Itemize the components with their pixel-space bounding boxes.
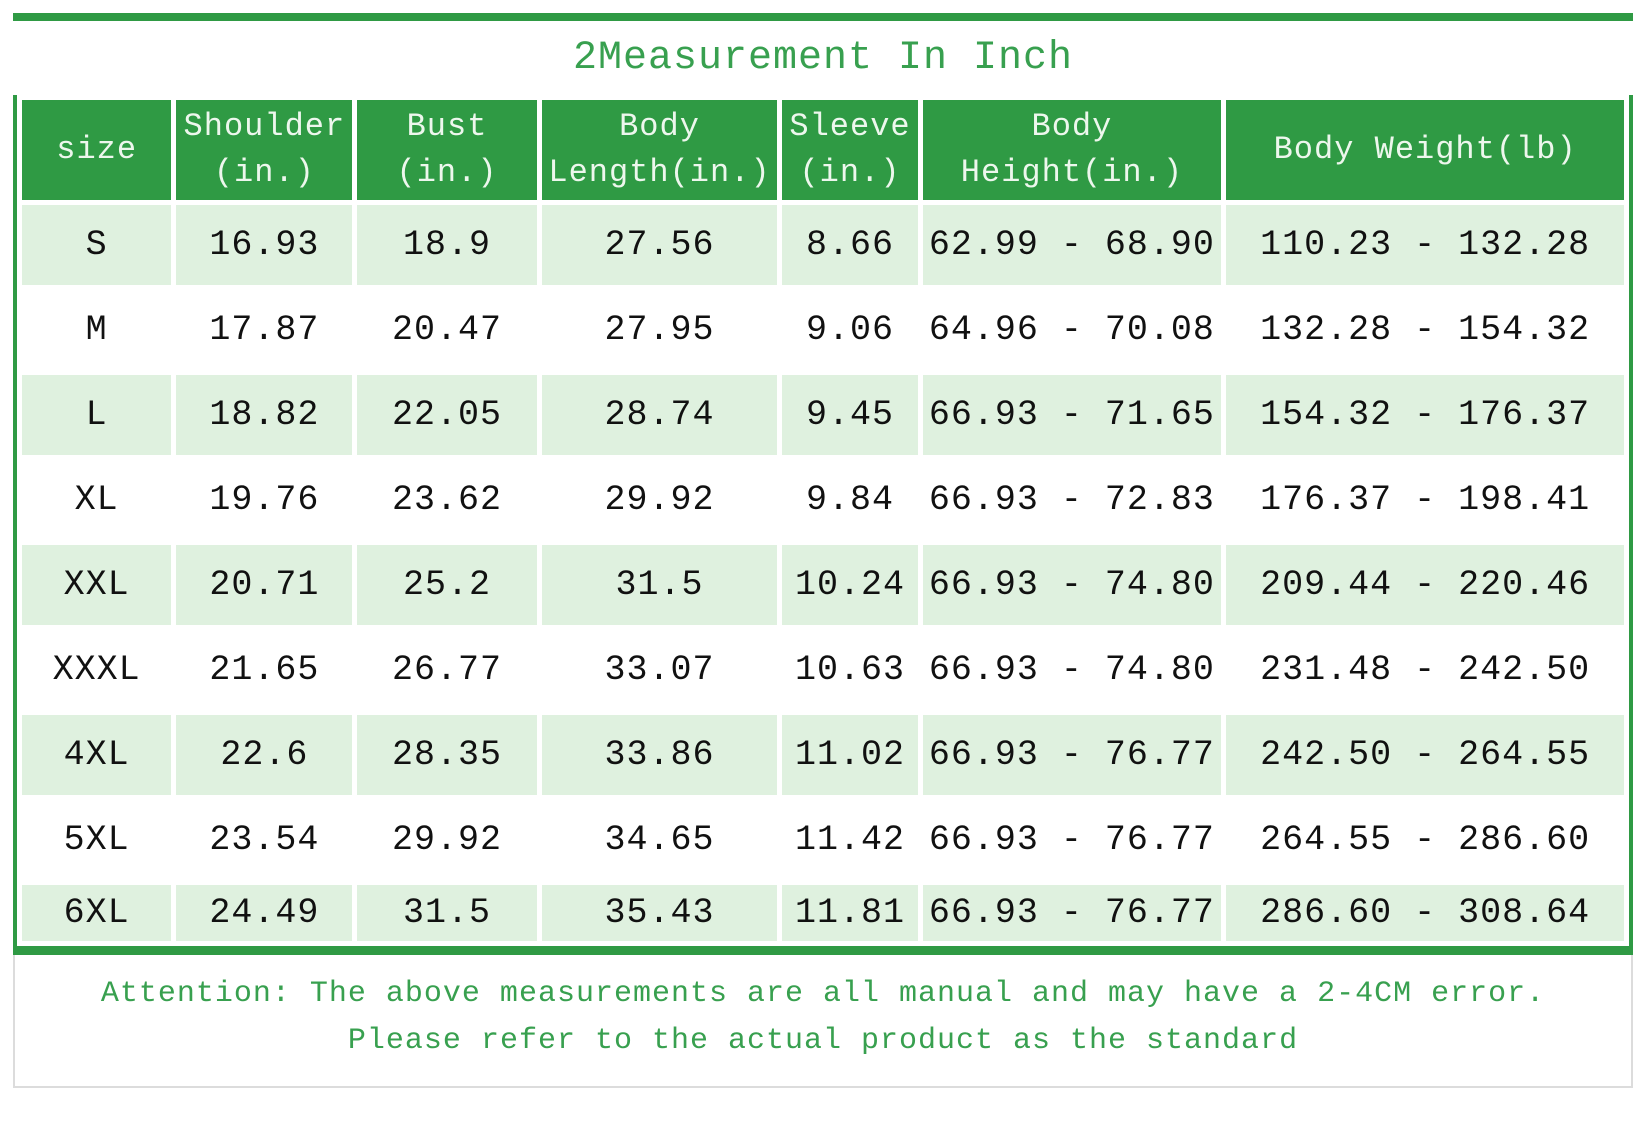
size-row-s: S 16.93 18.9 27.56 8.66 62.99 - 68.90 110.23 -…	[22, 205, 1624, 285]
size-row-5xl: 5XL 23.54 29.92 34.65 11.42 66.93 - 76.77 264.…	[22, 800, 1624, 880]
measurement-cell: 176.37 - 198.41	[1226, 460, 1624, 540]
size-label: 6XL	[22, 885, 172, 941]
size-row-m: M 17.87 20.47 27.95 9.06 64.96 - 70.08 132.28 …	[22, 290, 1624, 370]
measurement-cell: 20.47	[357, 290, 537, 370]
measurement-cell: 132.28 - 154.32	[1226, 290, 1624, 370]
size-row-6xl: 6XL 24.49 31.5 35.43 11.81 66.93 - 76.77 286.6…	[22, 885, 1624, 941]
size-label: XL	[22, 460, 172, 540]
size-label: L	[22, 375, 172, 455]
measurement-cell: 28.35	[357, 715, 537, 795]
measurement-cell: 34.65	[541, 800, 778, 880]
measurement-cell: 16.93	[176, 205, 353, 285]
table-header-row: size Shoulder (in.) Bust (in.) Body Length(in.…	[22, 100, 1624, 200]
measurement-cell: 25.2	[357, 545, 537, 625]
measurement-cell: 22.05	[357, 375, 537, 455]
measurement-cell: 23.54	[176, 800, 353, 880]
measurement-cell: 19.76	[176, 460, 353, 540]
measurement-cell: 11.42	[782, 800, 918, 880]
measurement-cell: 66.93 - 74.80	[922, 630, 1222, 710]
size-label: XXL	[22, 545, 172, 625]
measurement-cell: 264.55 - 286.60	[1226, 800, 1624, 880]
measurement-cell: 21.65	[176, 630, 353, 710]
measurement-cell: 28.74	[541, 375, 778, 455]
size-label: XXXL	[22, 630, 172, 710]
column-header-bust: Bust (in.)	[357, 100, 537, 200]
column-header-body-length: Body Length(in.)	[541, 100, 778, 200]
column-header-shoulder: Shoulder (in.)	[176, 100, 353, 200]
size-row-xxl: XXL 20.71 25.2 31.5 10.24 66.93 - 74.80 209.44…	[22, 545, 1624, 625]
measurement-cell: 24.49	[176, 885, 353, 941]
size-table-container: size Shoulder (in.) Bust (in.) Body Length(in.…	[13, 95, 1633, 955]
measurement-cell: 29.92	[357, 800, 537, 880]
measurement-cell: 11.02	[782, 715, 918, 795]
measurement-cell: 66.93 - 71.65	[922, 375, 1222, 455]
attention-note: Attention: The above measurements are al…	[13, 955, 1633, 1088]
measurement-cell: 66.93 - 76.77	[922, 715, 1222, 795]
measurement-cell: 10.63	[782, 630, 918, 710]
size-row-l: L 18.82 22.05 28.74 9.45 66.93 - 71.65 154.32 …	[22, 375, 1624, 455]
top-border-bar	[13, 13, 1633, 21]
measurement-cell: 9.06	[782, 290, 918, 370]
size-table: size Shoulder (in.) Bust (in.) Body Length(in.…	[17, 95, 1629, 946]
measurement-cell: 17.87	[176, 290, 353, 370]
column-header-size: size	[22, 100, 172, 200]
measurement-cell: 66.93 - 74.80	[922, 545, 1222, 625]
size-label: 4XL	[22, 715, 172, 795]
measurement-cell: 27.56	[541, 205, 778, 285]
measurement-cell: 18.9	[357, 205, 537, 285]
size-row-xxxl: XXXL 21.65 26.77 33.07 10.63 66.93 - 74.80 231…	[22, 630, 1624, 710]
chart-title: 2Measurement In Inch	[572, 35, 1074, 81]
measurement-cell: 66.93 - 72.83	[922, 460, 1222, 540]
measurement-cell: 231.48 - 242.50	[1226, 630, 1624, 710]
measurement-cell: 27.95	[541, 290, 778, 370]
measurement-cell: 33.07	[541, 630, 778, 710]
column-header-body-weight: Body Weight(lb)	[1226, 100, 1624, 200]
column-header-body-height: Body Height(in.)	[922, 100, 1222, 200]
measurement-cell: 66.93 - 76.77	[922, 885, 1222, 941]
size-label: 5XL	[22, 800, 172, 880]
measurement-cell: 23.62	[357, 460, 537, 540]
measurement-cell: 9.84	[782, 460, 918, 540]
measurement-cell: 33.86	[541, 715, 778, 795]
measurement-cell: 18.82	[176, 375, 353, 455]
measurement-cell: 286.60 - 308.64	[1226, 885, 1624, 941]
measurement-cell: 29.92	[541, 460, 778, 540]
size-row-4xl: 4XL 22.6 28.35 33.86 11.02 66.93 - 76.77 242.5…	[22, 715, 1624, 795]
measurement-cell: 64.96 - 70.08	[922, 290, 1222, 370]
measurement-cell: 154.32 - 176.37	[1226, 375, 1624, 455]
measurement-cell: 8.66	[782, 205, 918, 285]
size-label: S	[22, 205, 172, 285]
measurement-cell: 242.50 - 264.55	[1226, 715, 1624, 795]
measurement-cell: 62.99 - 68.90	[922, 205, 1222, 285]
measurement-cell: 26.77	[357, 630, 537, 710]
measurement-cell: 35.43	[541, 885, 778, 941]
measurement-cell: 209.44 - 220.46	[1226, 545, 1624, 625]
column-header-sleeve: Sleeve (in.)	[782, 100, 918, 200]
attention-line-2: Please refer to the actual product as th…	[347, 1023, 1299, 1058]
measurement-cell: 66.93 - 76.77	[922, 800, 1222, 880]
measurement-cell: 10.24	[782, 545, 918, 625]
measurement-cell: 31.5	[541, 545, 778, 625]
measurement-cell: 110.23 - 132.28	[1226, 205, 1624, 285]
measurement-cell: 9.45	[782, 375, 918, 455]
attention-line-1: Attention: The above measurements are al…	[100, 977, 1546, 1011]
size-row-xl: XL 19.76 23.62 29.92 9.84 66.93 - 72.83 176.37…	[22, 460, 1624, 540]
measurement-cell: 31.5	[357, 885, 537, 941]
measurement-cell: 22.6	[176, 715, 353, 795]
measurement-cell: 11.81	[782, 885, 918, 941]
size-label: M	[22, 290, 172, 370]
measurement-cell: 20.71	[176, 545, 353, 625]
